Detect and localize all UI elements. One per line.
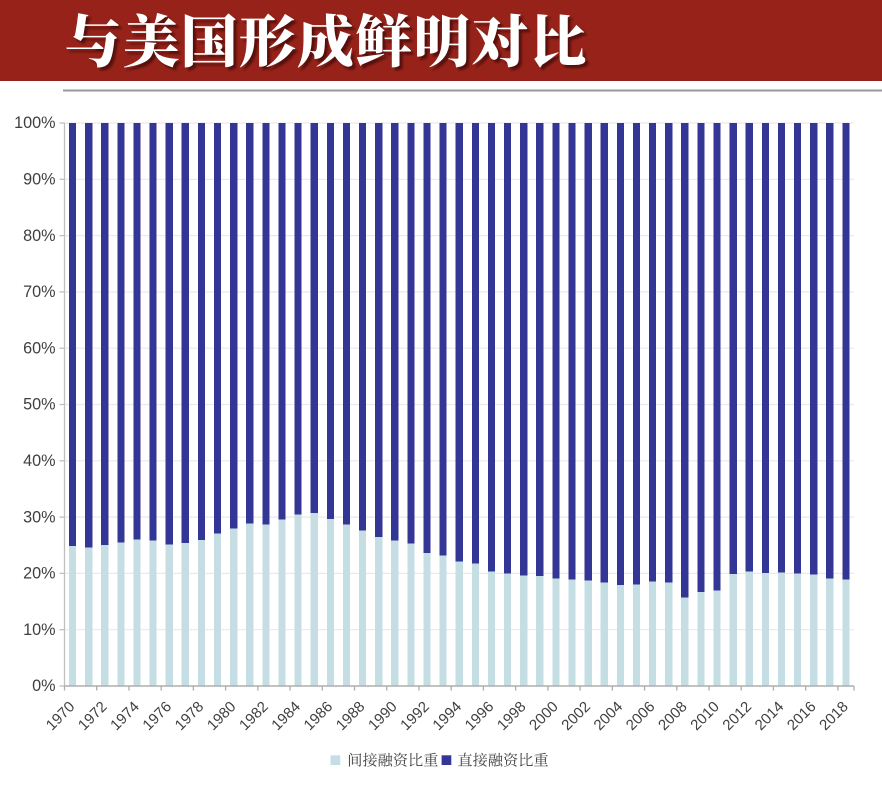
svg-text:50%: 50%	[23, 396, 55, 414]
svg-text:30%: 30%	[23, 508, 55, 526]
svg-text:100%: 100%	[14, 114, 55, 132]
svg-text:20%: 20%	[23, 565, 55, 583]
svg-text:0%: 0%	[32, 677, 55, 695]
svg-text:70%: 70%	[23, 283, 55, 301]
svg-text:60%: 60%	[23, 339, 55, 357]
svg-text:40%: 40%	[23, 452, 55, 470]
svg-text:90%: 90%	[23, 171, 55, 189]
svg-text:80%: 80%	[23, 227, 55, 245]
svg-text:10%: 10%	[23, 621, 55, 639]
